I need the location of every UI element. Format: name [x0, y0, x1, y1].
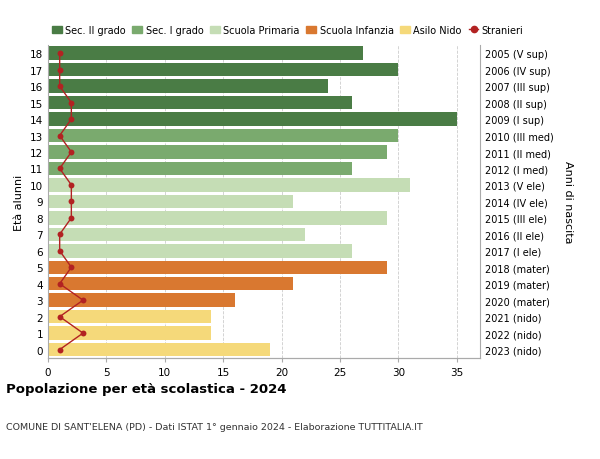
Point: [78, 330, 88, 337]
Y-axis label: Anni di nascita: Anni di nascita: [563, 161, 573, 243]
Bar: [48, 245, 352, 258]
Bar: [48, 179, 410, 192]
Point: [55, 67, 64, 74]
Bar: [48, 327, 211, 340]
Bar: [48, 294, 235, 307]
Point: [55, 50, 64, 58]
Bar: [48, 47, 363, 61]
Point: [67, 116, 76, 123]
Bar: [48, 212, 386, 225]
Point: [67, 100, 76, 107]
Bar: [48, 261, 386, 274]
Point: [67, 182, 76, 189]
Point: [55, 247, 64, 255]
Bar: [48, 146, 386, 159]
Point: [55, 83, 64, 90]
Point: [55, 313, 64, 321]
Point: [55, 231, 64, 239]
Point: [55, 280, 64, 288]
Bar: [48, 64, 398, 77]
Bar: [48, 113, 457, 127]
Bar: [48, 228, 305, 241]
Point: [67, 198, 76, 206]
Point: [67, 149, 76, 157]
Bar: [48, 97, 352, 110]
Bar: [48, 129, 398, 143]
Point: [67, 264, 76, 271]
Bar: [48, 80, 328, 94]
Point: [67, 215, 76, 222]
Bar: [48, 162, 352, 176]
Point: [55, 133, 64, 140]
Bar: [48, 195, 293, 209]
Point: [55, 346, 64, 353]
Text: COMUNE DI SANT'ELENA (PD) - Dati ISTAT 1° gennaio 2024 - Elaborazione TUTTITALIA: COMUNE DI SANT'ELENA (PD) - Dati ISTAT 1…: [6, 422, 423, 431]
Point: [55, 165, 64, 173]
Bar: [48, 277, 293, 291]
Text: Popolazione per età scolastica - 2024: Popolazione per età scolastica - 2024: [6, 382, 287, 395]
Bar: [48, 343, 270, 357]
Bar: [48, 310, 211, 324]
Point: [78, 297, 88, 304]
Legend: Sec. II grado, Sec. I grado, Scuola Primaria, Scuola Infanzia, Asilo Nido, Stran: Sec. II grado, Sec. I grado, Scuola Prim…: [48, 22, 527, 39]
Y-axis label: Età alunni: Età alunni: [14, 174, 25, 230]
